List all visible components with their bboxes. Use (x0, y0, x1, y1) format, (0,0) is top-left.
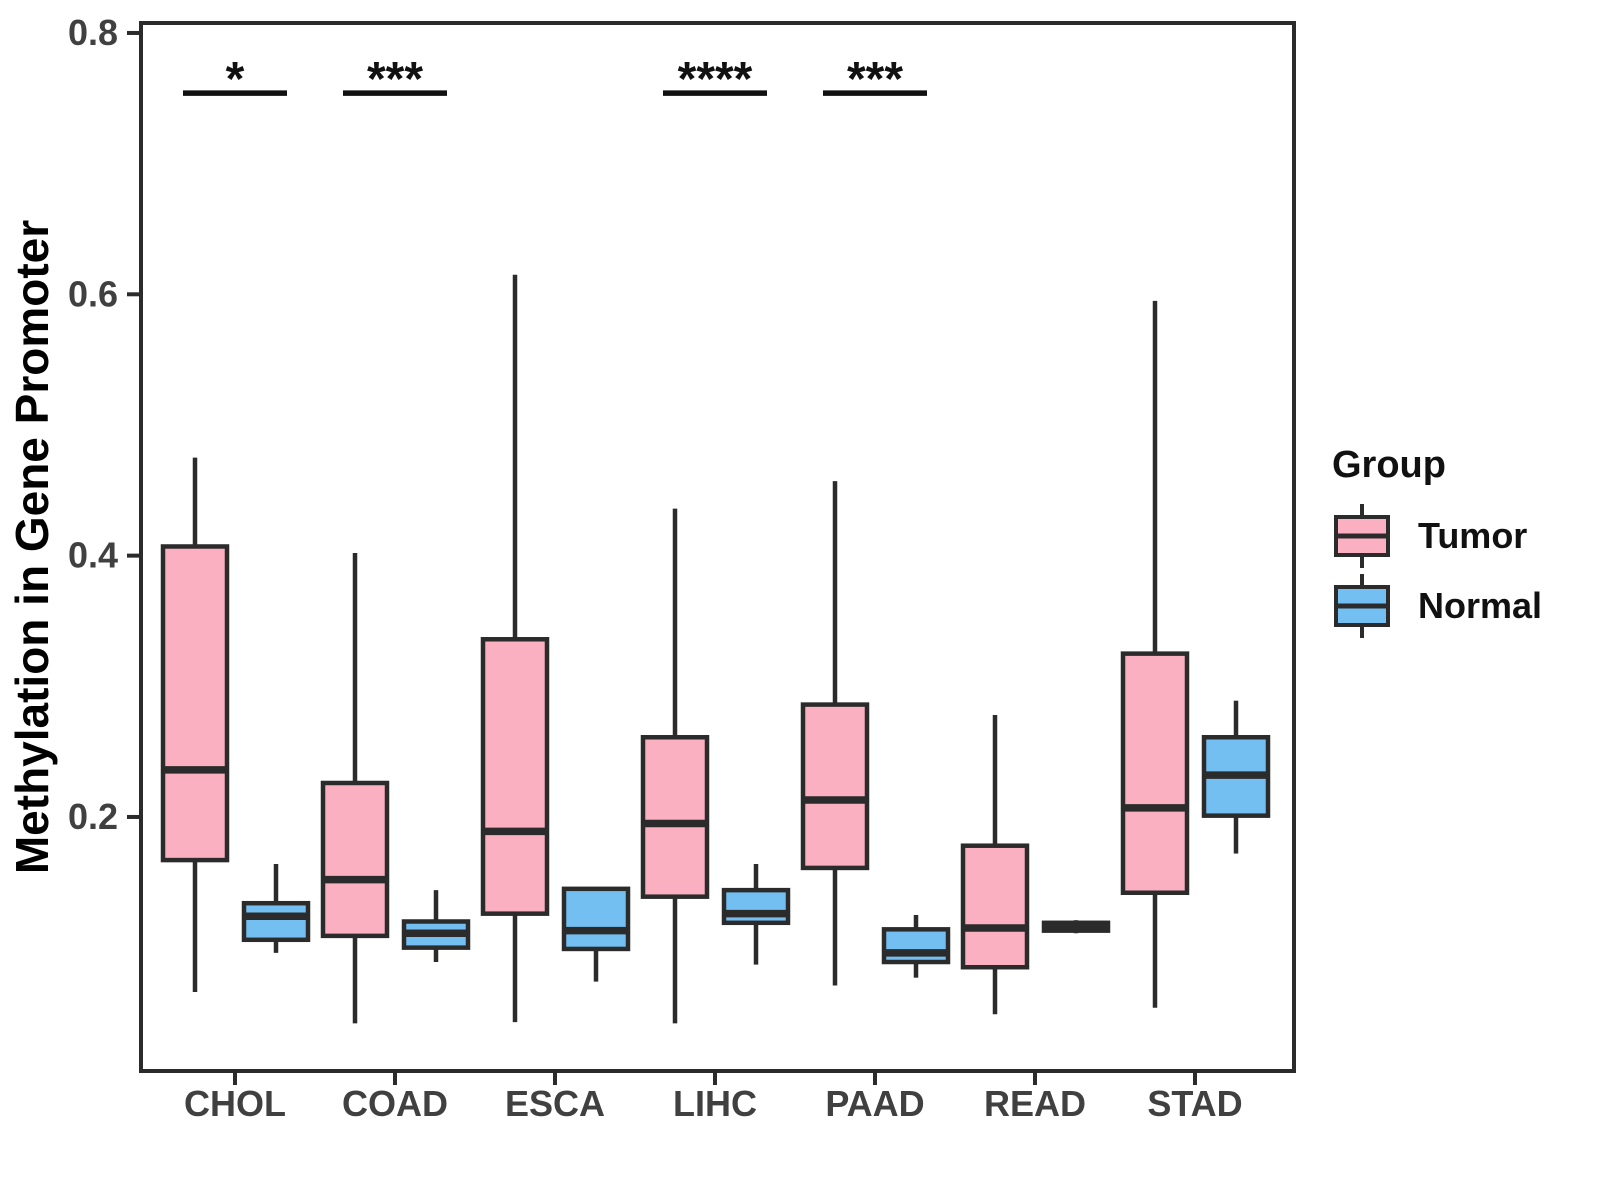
legend: Group Tumor Normal (1332, 444, 1542, 641)
y-tick-label: 0.6 (68, 273, 118, 314)
tumor-boxplot-icon (1334, 504, 1390, 568)
y-tick-label: 0.2 (68, 796, 118, 837)
boxes-layer (160, 274, 1271, 1024)
normal-box-esca (561, 886, 631, 952)
panel-border (139, 21, 1296, 1073)
sig-stars-chol: * (226, 53, 245, 106)
tumor-box-chol (160, 544, 230, 863)
legend-entry-normal: Normal (1332, 571, 1542, 641)
legend-label-tumor: Tumor (1418, 515, 1528, 556)
normal-box-lihc (721, 887, 791, 926)
tumor-box-esca (480, 637, 550, 916)
sig-stars-paad: *** (847, 53, 903, 106)
x-tick-label-read: READ (984, 1083, 1086, 1124)
x-tick-label-esca: ESCA (505, 1083, 605, 1124)
normal-box-paad (881, 927, 951, 965)
tumor-box-lihc (640, 735, 710, 899)
legend-title: Group (1332, 444, 1446, 486)
x-tick-label-lihc: LIHC (673, 1083, 757, 1124)
x-tick-label-coad: COAD (342, 1083, 448, 1124)
sig-stars-lihc: **** (678, 53, 753, 106)
legend-label-normal: Normal (1418, 585, 1543, 626)
tumor-box-stad (1120, 651, 1190, 896)
axes-layer: 0.2 0.4 0.6 0.8 CHOL COAD ESCA LIHC PAAD READ STAD (68, 12, 1243, 1124)
significance-layer: * *** **** *** (183, 53, 927, 106)
normal-boxplot-icon (1334, 574, 1390, 638)
legend-entry-tumor: Tumor (1332, 501, 1542, 571)
y-tick-label: 0.8 (68, 12, 118, 53)
x-tick-label-stad: STAD (1147, 1083, 1242, 1124)
x-tick-label-paad: PAAD (825, 1083, 924, 1124)
tumor-box-read (960, 843, 1030, 970)
tumor-box-coad (320, 780, 390, 939)
normal-box-chol (241, 900, 311, 943)
tumor-box-paad (800, 702, 870, 871)
y-tick-label: 0.4 (68, 535, 118, 576)
sig-stars-coad: *** (367, 53, 423, 106)
x-tick-label-chol: CHOL (184, 1083, 286, 1124)
y-axis-title: Methylation in Gene Promoter (6, 220, 58, 874)
